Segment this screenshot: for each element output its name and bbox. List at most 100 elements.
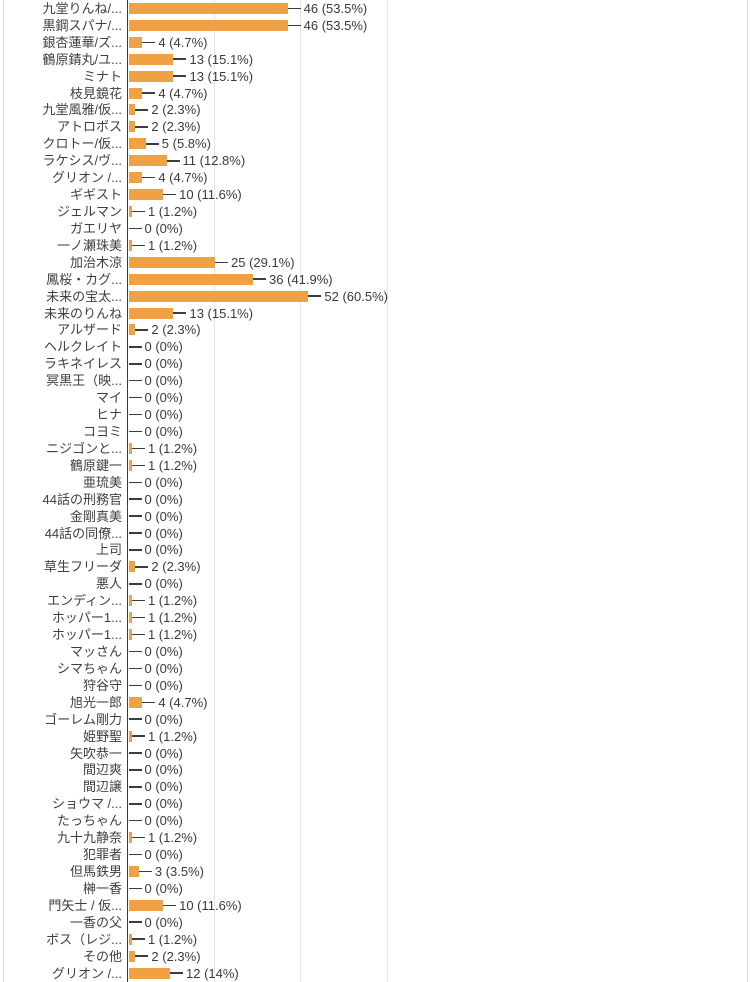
value-label: 0 (0%) — [144, 677, 183, 693]
bar[interactable] — [128, 138, 146, 150]
bar-area: 0 (0%) — [127, 812, 750, 829]
category-label: ホッパー1... — [51, 611, 122, 625]
bar-area: 46 (53.5%) — [127, 17, 750, 34]
annotation-stem — [131, 599, 145, 602]
bar-area: 1 (1.2%) — [127, 609, 750, 626]
bar-area: 0 (0%) — [127, 406, 750, 423]
bar[interactable] — [128, 121, 136, 133]
annotation-stem — [138, 870, 152, 873]
value-label: 0 (0%) — [144, 356, 183, 372]
bar-area: 25 (29.1%) — [127, 254, 750, 271]
category-label: 九堂りんね/... — [42, 1, 122, 15]
annotation-stem — [128, 803, 142, 805]
bar-area: 0 (0%) — [127, 677, 750, 694]
chart-row: マッさん 0 (0%) — [0, 643, 750, 660]
annotation-stem — [173, 75, 187, 77]
bar[interactable] — [128, 70, 174, 82]
bar[interactable] — [128, 273, 254, 285]
chart-row: グリオン /... 12 (14%) — [0, 965, 750, 982]
chart-row: ヒナ 0 (0%) — [0, 406, 750, 423]
bar[interactable] — [128, 2, 288, 14]
card-border-left — [3, 0, 4, 982]
value-label: 1 (1.2%) — [147, 440, 198, 456]
chart-row: たっちゃん 0 (0%) — [0, 812, 750, 829]
bar-area: 0 (0%) — [127, 761, 750, 778]
bar[interactable] — [128, 629, 132, 641]
bar[interactable] — [128, 595, 132, 607]
bar[interactable] — [128, 189, 164, 201]
gridline-25 — [213, 0, 215, 982]
category-label: グリオン /... — [51, 171, 122, 185]
value-label: 2 (2.3%) — [151, 948, 201, 964]
bar[interactable] — [128, 53, 174, 65]
category-label: 旭光一郎 — [69, 695, 122, 709]
value-label: 0 (0%) — [144, 339, 183, 355]
bar[interactable] — [128, 967, 171, 979]
bar-area: 0 (0%) — [127, 338, 750, 355]
bar[interactable] — [128, 206, 132, 218]
chart-row: グリオン /... 4 (4.7%) — [0, 169, 750, 186]
annotation-stem — [131, 633, 145, 636]
chart-row: 門矢士 / 仮... 10 (11.6%) — [0, 897, 750, 914]
category-label: ボス（レジ... — [46, 932, 122, 946]
chart-row: ジェルマン 1 (1.2%) — [0, 203, 750, 220]
bar[interactable] — [128, 865, 139, 877]
value-label: 0 (0%) — [144, 576, 183, 592]
bar[interactable] — [128, 730, 132, 742]
category-label: 姫野聖 — [82, 729, 122, 743]
bar[interactable] — [128, 36, 143, 48]
category-label: エンディン... — [47, 594, 122, 608]
bar-area: 5 (5.8%) — [127, 135, 750, 152]
annotation-stem — [128, 769, 142, 771]
bar[interactable] — [128, 442, 132, 454]
value-label: 0 (0%) — [144, 390, 183, 406]
value-label: 0 (0%) — [144, 813, 183, 829]
bar[interactable] — [128, 899, 164, 911]
value-label: 0 (0%) — [144, 542, 183, 558]
bar-area: 13 (15.1%) — [127, 51, 750, 68]
category-label: ヒナ — [95, 408, 122, 422]
bar[interactable] — [128, 256, 215, 268]
bar-area: 0 (0%) — [127, 423, 750, 440]
annotation-stem — [131, 616, 145, 619]
bar-area: 1 (1.2%) — [127, 626, 750, 643]
value-label: 0 (0%) — [144, 643, 183, 659]
bar[interactable] — [128, 155, 167, 167]
bar[interactable] — [128, 950, 136, 962]
bar[interactable] — [128, 561, 136, 573]
bar[interactable] — [128, 19, 288, 31]
bar[interactable] — [128, 832, 132, 844]
bar[interactable] — [128, 239, 132, 251]
category-label: 草生フリーダ — [43, 560, 122, 574]
annotation-stem — [128, 532, 142, 534]
chart-row: 44話の刑務官 0 (0%) — [0, 491, 750, 508]
value-label: 0 (0%) — [144, 796, 183, 812]
bar[interactable] — [128, 307, 174, 319]
bar[interactable] — [128, 612, 132, 624]
value-label: 36 (41.9%) — [269, 271, 333, 287]
category-label: 黒鋼スパナ/... — [42, 18, 122, 32]
bar[interactable] — [128, 933, 132, 945]
category-label: シマちゃん — [56, 661, 122, 675]
value-label: 0 (0%) — [144, 745, 183, 761]
bar[interactable] — [128, 459, 132, 471]
bar-area: 2 (2.3%) — [127, 558, 750, 575]
chart-row: 44話の同僚... 0 (0%) — [0, 525, 750, 542]
chart-row: ショウマ /... 0 (0%) — [0, 795, 750, 812]
bar[interactable] — [128, 172, 143, 184]
bar[interactable] — [128, 87, 143, 99]
bar-area: 2 (2.3%) — [127, 118, 750, 135]
value-label: 2 (2.3%) — [151, 102, 201, 118]
category-label: 上司 — [95, 543, 122, 557]
chart-row: ニジゴンと... 1 (1.2%) — [0, 440, 750, 457]
bar-area: 3 (3.5%) — [127, 863, 750, 880]
bar[interactable] — [128, 696, 143, 708]
bar[interactable] — [128, 290, 309, 302]
bar[interactable] — [128, 104, 136, 116]
bar[interactable] — [128, 324, 136, 336]
annotation-stem — [131, 836, 145, 839]
bar-area: 2 (2.3%) — [127, 322, 750, 339]
annotation-stem — [128, 650, 142, 653]
category-label: たっちゃん — [56, 814, 122, 828]
